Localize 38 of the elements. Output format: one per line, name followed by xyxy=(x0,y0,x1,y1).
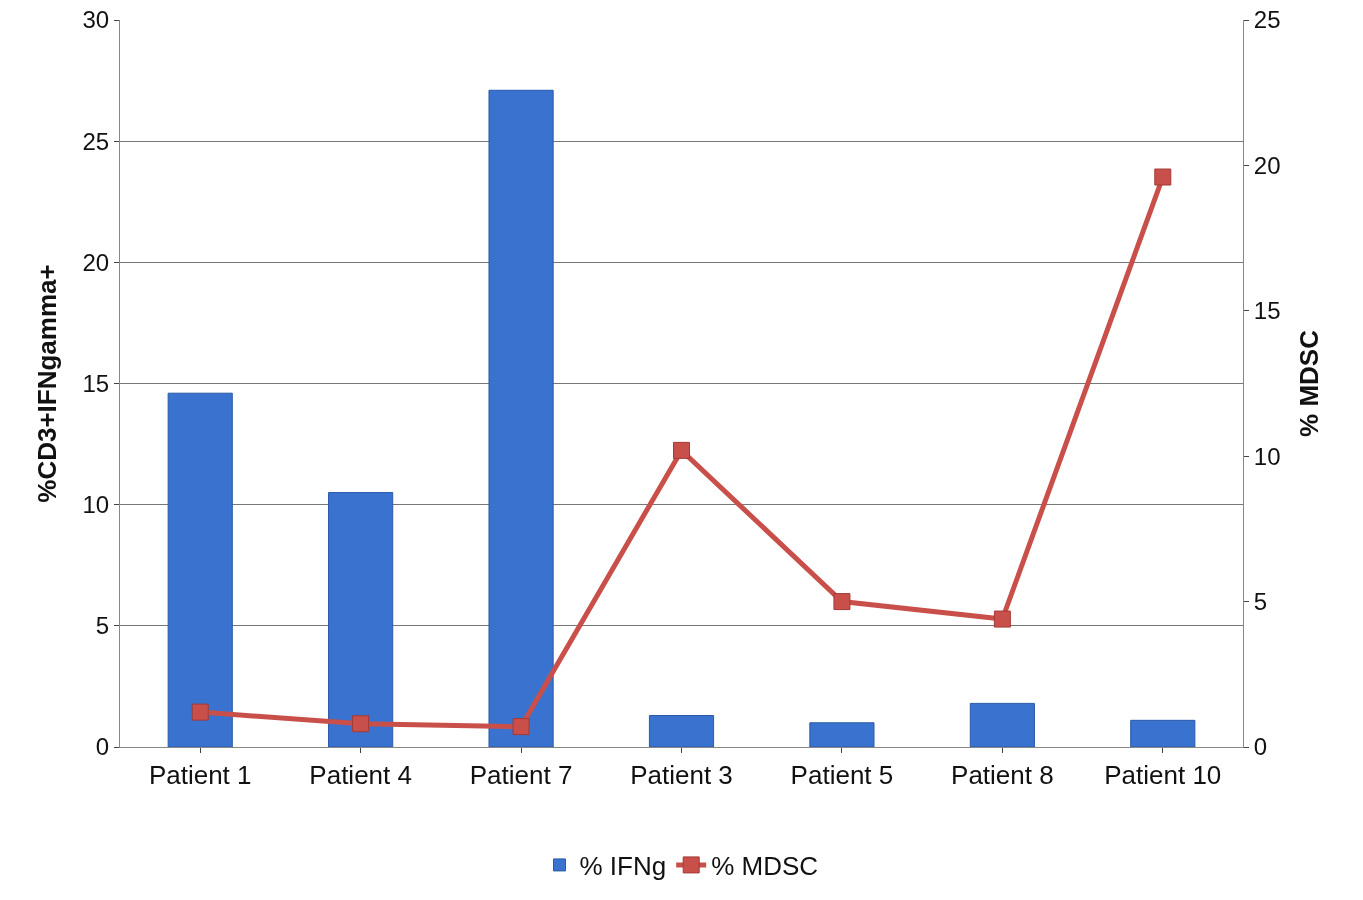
y-tick-label: 25 xyxy=(82,127,110,155)
bar xyxy=(328,492,394,747)
point xyxy=(191,703,209,721)
y-tick-label: 0 xyxy=(95,733,110,761)
x-tick-label: Patient 3 xyxy=(630,760,733,791)
y-tick-label: 20 xyxy=(82,248,110,276)
y2-axis-title: % MDSC xyxy=(1294,329,1324,437)
point xyxy=(673,441,690,459)
point xyxy=(512,718,530,736)
x-tick-label: Patient 7 xyxy=(469,760,573,791)
x-tick-label: Patient 8 xyxy=(951,760,1054,791)
legend-label: % MDSC xyxy=(711,851,819,882)
point xyxy=(352,715,370,733)
bar xyxy=(809,722,875,747)
legend-label: % IFNg xyxy=(579,851,667,882)
y2-tick-label: 20 xyxy=(1253,151,1281,179)
bar xyxy=(969,702,1035,747)
y-tick-label: 15 xyxy=(82,369,110,397)
y2-tick-label: 5 xyxy=(1253,588,1268,615)
y-tick-label: 5 xyxy=(95,612,110,640)
y2-tick-label: 15 xyxy=(1253,297,1281,325)
y2-tick-label: 25 xyxy=(1253,6,1281,34)
point xyxy=(833,593,851,611)
x-tick-label: Patient 4 xyxy=(309,760,412,791)
x-tick-label: Patient 10 xyxy=(1104,760,1222,791)
x-tick-label: Patient 1 xyxy=(148,760,252,791)
point xyxy=(1154,168,1172,186)
point xyxy=(993,610,1011,628)
bar xyxy=(648,715,715,747)
bar xyxy=(1130,719,1196,747)
y2-tick-label: 0 xyxy=(1253,733,1268,761)
bar xyxy=(488,89,554,747)
bar xyxy=(167,392,233,747)
y2-tick-label: 10 xyxy=(1253,442,1281,470)
x-tick-label: Patient 5 xyxy=(790,760,894,791)
y-tick-label: 10 xyxy=(82,491,110,519)
y-tick-label: 30 xyxy=(82,6,110,34)
y-axis-title: %CD3+IFNgamma+ xyxy=(31,264,62,503)
